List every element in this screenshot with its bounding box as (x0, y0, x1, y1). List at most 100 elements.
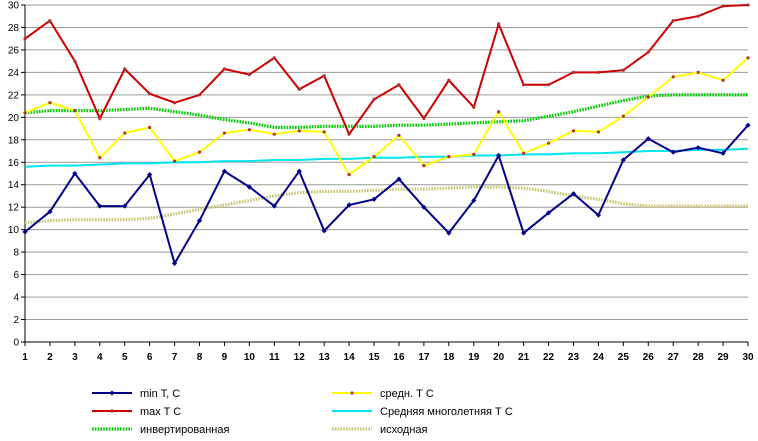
series-0-point (196, 218, 203, 224)
series-3-point (247, 128, 251, 132)
legend-item-4: Средняя многолетняя Т С (332, 406, 513, 418)
y-tick-label: 30 (8, 1, 20, 12)
series-1-point (621, 68, 625, 72)
series-1-point (372, 97, 376, 101)
series-1-point (347, 132, 351, 136)
series-1-point (48, 19, 52, 23)
axes (21, 4, 749, 346)
series-3-point (646, 95, 650, 99)
legend: min T, C max T C инвертированная средн. Т С… (92, 388, 513, 436)
series-3-line (24, 57, 749, 177)
series-1 (23, 3, 750, 137)
series-0-point (271, 203, 277, 209)
series-5-line (24, 185, 748, 225)
legend-item-3: средн. Т С (332, 388, 434, 400)
series-1-point (222, 67, 227, 71)
series-3-point (148, 125, 152, 130)
series-1-point (123, 67, 127, 71)
series-3-point (372, 155, 376, 159)
legend-item-2: инвертированная (92, 424, 229, 436)
series-3-point (671, 75, 675, 79)
series-1-point (297, 87, 301, 91)
x-tick-label: 1 (22, 352, 28, 363)
series-3-point (322, 130, 326, 134)
series-1-point (497, 22, 501, 26)
x-tick-label: 16 (393, 352, 405, 363)
series-0-point (47, 209, 53, 215)
x-tick-label: 12 (294, 352, 306, 363)
x-tick-label: 28 (693, 352, 705, 363)
series-1-point (571, 70, 576, 74)
x-tick-label: 22 (543, 352, 555, 363)
series-0-point (496, 152, 502, 159)
y-tick-label: 8 (13, 248, 19, 259)
series-5 (24, 185, 748, 225)
x-tick-label: 21 (518, 352, 530, 363)
series-3-point (123, 131, 127, 135)
series-0-point (745, 122, 751, 128)
series-0-point (620, 157, 626, 163)
series-1-point (172, 101, 177, 105)
series-0-point (22, 229, 28, 235)
series-1-point (272, 56, 276, 60)
x-tick-labels: 1 2 3 4 5 6 7 8 9 10 11 12 13 14 15 16 17 18 19 20 21 22 23 24 2… (22, 352, 754, 363)
series-3-point (397, 133, 401, 137)
legend-label: min T, C (140, 388, 180, 400)
y-tick-label: 26 (8, 45, 20, 56)
x-tick-label: 20 (493, 352, 505, 363)
y-tick-label: 12 (8, 203, 20, 214)
series-3-point (522, 151, 526, 155)
series-0-point (570, 191, 577, 197)
series-0-point (471, 197, 477, 204)
y-tick-label: 20 (8, 113, 20, 124)
y-tick-label: 22 (8, 90, 20, 101)
series-3-point (422, 164, 426, 168)
series-1-point (746, 3, 750, 7)
x-tick-label: 7 (172, 352, 178, 363)
gridlines (25, 4, 748, 343)
x-tick-label: 24 (593, 352, 605, 363)
series-1-point (596, 70, 601, 74)
series-1-point (721, 4, 725, 8)
x-tick-label: 5 (122, 352, 128, 363)
series-0-point (72, 170, 78, 177)
series-1-point (696, 14, 700, 18)
series-3-point (472, 152, 476, 157)
series-0-point (595, 212, 602, 218)
series-0-point (171, 260, 178, 266)
series-2-line (24, 93, 748, 130)
y-tick-label: 0 (13, 338, 19, 349)
series-3-point (721, 78, 725, 82)
y-tick-label: 10 (8, 225, 20, 236)
series-1-point (73, 59, 77, 63)
series-1-point (646, 50, 650, 54)
legend-marker (110, 409, 114, 413)
x-tick-label: 11 (269, 352, 280, 363)
series-0-point (346, 202, 352, 208)
legend-label: Средняя многолетняя Т С (380, 406, 513, 418)
x-tick-label: 17 (418, 352, 430, 363)
series-1-point (522, 83, 526, 87)
series-1-point (397, 83, 401, 87)
series-0-point (421, 204, 427, 210)
series-1-point (546, 83, 551, 87)
legend-item-5: исходная (332, 424, 428, 436)
x-tick-label: 8 (197, 352, 203, 363)
series-3-point (696, 70, 700, 74)
series-3-point (98, 156, 102, 160)
series-0-point (221, 168, 228, 174)
series-0-point (371, 196, 377, 202)
x-tick-label: 19 (468, 352, 480, 363)
series-0-point (321, 228, 327, 234)
legend-item-0: min T, C (92, 388, 180, 400)
series-2 (24, 93, 748, 130)
x-tick-label: 23 (568, 352, 580, 363)
series-1-point (23, 37, 27, 41)
y-tick-label: 28 (8, 23, 20, 34)
series-0-point (396, 176, 402, 182)
series-3-point (222, 131, 227, 135)
series-3-point (197, 150, 202, 154)
series-4-line (24, 147, 749, 168)
series-0-point (147, 172, 153, 178)
